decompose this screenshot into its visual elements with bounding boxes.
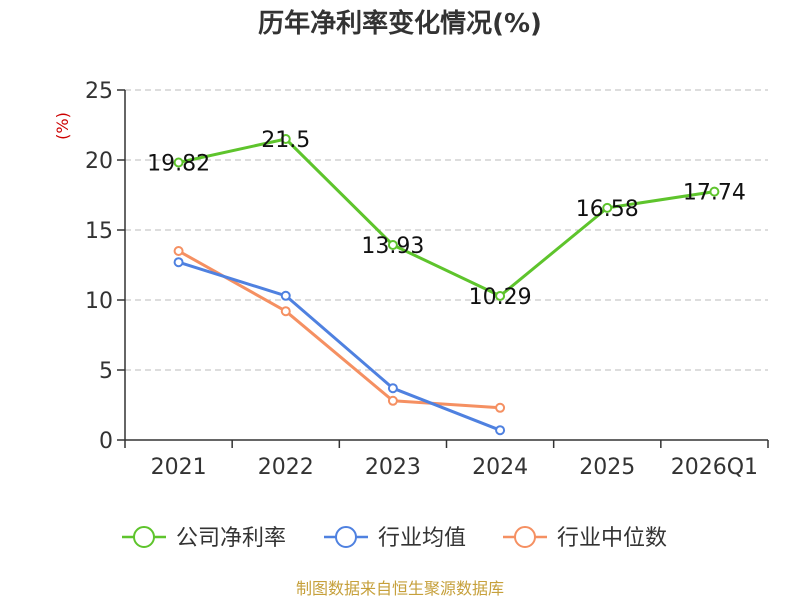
grid-lines [125,89,768,371]
data-point [709,186,720,197]
data-point [387,383,398,394]
data-labels: 19.82 21.5 13.93 10.29 16.58 17.74 [147,128,746,310]
x-tick-label: 2023 [365,455,421,480]
data-point [387,395,398,406]
legend-item-0: 公司净利率 [122,526,286,551]
legend-swatch-marker [133,526,155,548]
data-point [280,306,291,317]
data-label: 13.93 [361,234,424,259]
data-point [387,239,398,250]
data-point [280,290,291,301]
source-note: 制图数据来自恒生聚源数据库 [296,579,504,598]
series-line-0 [178,137,715,298]
y-tick-label: 0 [99,429,113,454]
data-point [495,402,506,413]
data-point [602,202,613,213]
series-line-2 [177,249,501,410]
legend-swatch-marker [514,526,536,548]
chart-title: 历年净利率变化情况(%) [258,8,542,39]
data-label: 19.82 [147,152,210,177]
x-tick-label: 2022 [258,455,314,480]
data-label: 16.58 [576,197,639,222]
legend-swatch-marker [335,526,357,548]
data-label: 10.29 [469,285,532,310]
legend-label: 公司净利率 [176,526,286,551]
data-label: 21.5 [261,128,310,153]
data-point [495,425,506,436]
data-label: 17.74 [683,181,746,206]
y-tick-label: 15 [85,219,113,244]
y-axis-unit: (%) [53,112,72,140]
data-point [280,134,291,144]
x-tick-label: 2026Q1 [671,455,758,480]
legend-label: 行业均值 [378,526,466,551]
series-lines [173,134,720,436]
data-point [173,257,184,268]
data-point [173,246,184,256]
legend-label: 行业中位数 [557,526,667,551]
y-tick-label: 5 [99,359,113,384]
y-tick-label: 10 [85,289,113,314]
x-tick-label: 2025 [579,455,635,480]
y-tick-label: 25 [85,79,113,104]
data-point [173,157,184,168]
legend-item-2: 行业中位数 [503,526,667,551]
y-tick-label: 20 [85,149,113,174]
x-tick-label: 2021 [151,455,207,480]
data-point [495,290,506,301]
x-tick-label: 2024 [472,455,528,480]
legend-item-1: 行业均值 [324,526,466,551]
legend: 公司净利率 行业均值 行业中位数 [122,526,667,551]
series-line-1 [178,260,501,432]
